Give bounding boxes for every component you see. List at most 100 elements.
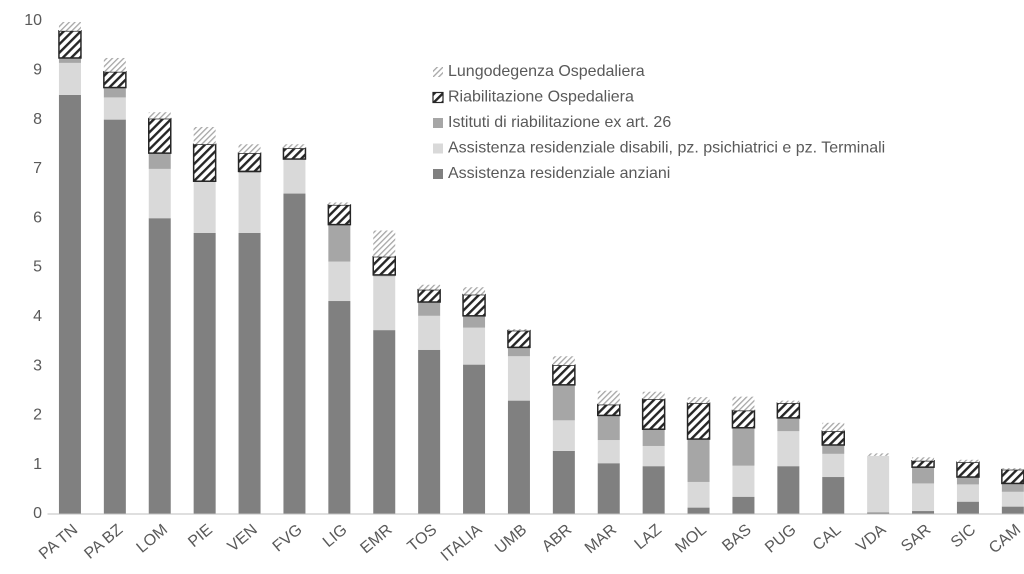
bar-segment xyxy=(1001,468,1024,470)
bar-segment xyxy=(193,232,216,515)
bar-segment xyxy=(641,398,666,430)
bar-segment xyxy=(507,347,530,357)
x-tick-label: CAL xyxy=(810,521,845,554)
legend-swatch xyxy=(433,143,443,154)
bar-segment xyxy=(956,461,980,478)
x-tick-label: SIC xyxy=(948,521,979,551)
bar-segment xyxy=(821,430,845,446)
bar-segment xyxy=(732,496,755,514)
bar-segment xyxy=(238,172,261,233)
y-tick-label: 1 xyxy=(33,456,42,473)
bar-segment xyxy=(912,511,935,514)
y-tick-label: 9 xyxy=(33,62,42,79)
y-tick-label: 10 xyxy=(24,12,42,29)
x-tick-label: LIG xyxy=(320,521,351,551)
bar-segment xyxy=(552,450,575,514)
y-tick-label: 6 xyxy=(33,209,42,226)
x-tick-label: SAR xyxy=(898,521,934,555)
bar-segment xyxy=(912,467,935,484)
bar-segment xyxy=(956,477,979,485)
bar-segment xyxy=(58,30,82,59)
bar-segment xyxy=(867,512,890,514)
y-tick-label: 8 xyxy=(33,111,42,128)
x-tick-label: MOL xyxy=(672,521,710,556)
bar-segment xyxy=(687,481,710,508)
bar-segment xyxy=(463,315,486,328)
bar-segment xyxy=(103,57,126,72)
bar-segment xyxy=(372,255,396,276)
bar-segment xyxy=(822,453,845,478)
bar-segment xyxy=(642,445,665,467)
bar-segment xyxy=(732,465,755,497)
y-tick-label: 7 xyxy=(33,160,42,177)
bar-segment xyxy=(1001,506,1024,514)
y-tick-label: 0 xyxy=(33,505,42,522)
bar-segment xyxy=(507,356,530,401)
bar-segment xyxy=(373,330,396,514)
bar-segment xyxy=(148,117,172,154)
bar-segment xyxy=(148,112,171,119)
legend-swatch xyxy=(433,67,443,77)
bar-segment xyxy=(1001,491,1024,507)
bar-segment xyxy=(867,453,890,456)
bar-segment xyxy=(58,57,81,63)
bar-segment xyxy=(237,152,262,173)
bar-segment xyxy=(418,284,441,290)
bar-segment xyxy=(463,364,486,514)
x-tick-label: FVG xyxy=(270,521,306,555)
bar-segment xyxy=(777,431,800,467)
bar-segment xyxy=(552,356,575,366)
bar-segment xyxy=(732,396,755,411)
bar-segment xyxy=(58,21,81,31)
y-tick-label: 3 xyxy=(33,357,42,374)
x-tick-label: PA TN xyxy=(36,521,81,563)
x-tick-label: CAM xyxy=(986,521,1024,557)
bar-segment xyxy=(328,301,351,514)
x-tick-label: PUG xyxy=(762,521,799,556)
bar-segment xyxy=(373,276,396,331)
bar-segment xyxy=(642,391,665,400)
bar-segment xyxy=(418,302,441,316)
x-tick-label: EMR xyxy=(357,521,395,557)
bar-segment xyxy=(192,143,217,182)
bar-segment xyxy=(687,439,710,482)
bar-segment xyxy=(238,232,261,515)
bar-segment xyxy=(597,415,620,441)
bar-segment xyxy=(776,402,801,419)
bar-segment xyxy=(103,71,127,89)
bar-segment xyxy=(463,327,486,365)
bar-segment xyxy=(552,384,575,421)
bar-segment xyxy=(148,153,171,169)
bar-segment xyxy=(58,62,81,95)
bar-segment xyxy=(552,420,575,451)
bar-segment xyxy=(58,94,81,514)
bar-segment xyxy=(418,349,441,514)
bar-segment xyxy=(822,444,845,454)
x-tick-label: UMB xyxy=(492,521,530,557)
bar-segment xyxy=(956,484,979,502)
x-tick-label: PIE xyxy=(185,521,216,551)
legend-label: Riabilitazione Ospedaliera xyxy=(448,89,634,106)
x-tick-label: VDA xyxy=(853,521,889,555)
legend-swatch xyxy=(433,169,443,179)
bar-segment xyxy=(283,193,306,515)
bar-segment xyxy=(867,455,890,513)
x-tick-label: VEN xyxy=(225,521,261,555)
y-tick-label: 2 xyxy=(33,407,42,424)
bar-segment xyxy=(597,390,620,405)
legend-label: Assistenza residenziale anziani xyxy=(448,165,670,182)
bar-segment xyxy=(103,87,126,98)
bar-segment xyxy=(373,230,396,257)
bar-segment xyxy=(103,97,126,120)
x-tick-label: MAR xyxy=(582,521,620,557)
bar-segment xyxy=(1001,468,1024,485)
bar-segment xyxy=(777,466,800,514)
bar-segment xyxy=(912,483,935,512)
bar-segment xyxy=(417,288,441,303)
bar-segment xyxy=(956,459,979,463)
bar-segment xyxy=(507,329,531,349)
bar-segment xyxy=(418,315,441,350)
bar-segment xyxy=(642,466,665,514)
bar-segment xyxy=(912,457,935,461)
legend-label: Assistenza residenziale disabili, pz. ps… xyxy=(448,140,885,157)
